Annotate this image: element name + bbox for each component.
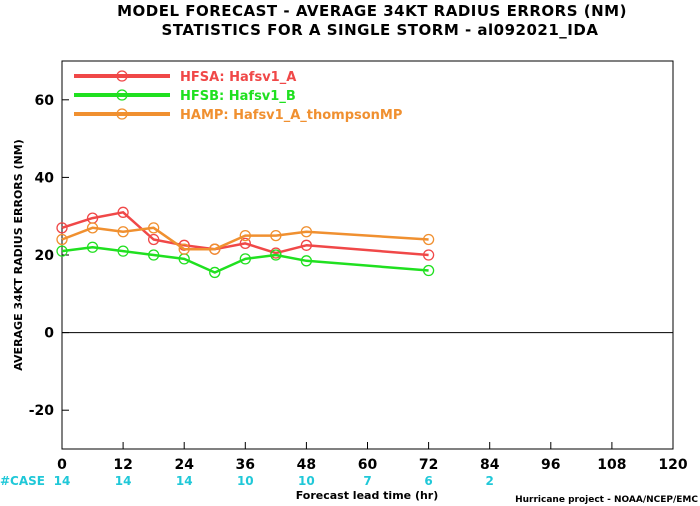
x-tick-label: 120 [658, 457, 687, 473]
y-axis-label: AVERAGE 34KT RADIUS ERRORS (NM) [12, 139, 25, 370]
x-tick-label: 36 [236, 457, 255, 473]
x-tick-label: 0 [57, 457, 67, 473]
data-point [422, 233, 435, 246]
data-point [300, 255, 313, 267]
data-point [147, 222, 160, 234]
series-line-2 [61, 226, 429, 251]
y-tick-label: 20 [35, 248, 55, 264]
x-tick-label: 84 [480, 457, 500, 473]
x-tick-label: 60 [358, 457, 378, 473]
x-tick-label: 96 [541, 457, 560, 473]
data-point [56, 233, 68, 246]
data-point [422, 249, 435, 261]
case-count: 10 [237, 474, 254, 488]
case-count: 14 [54, 474, 71, 488]
data-point [422, 264, 435, 277]
y-tick-label: 40 [35, 170, 55, 186]
data-point [117, 226, 129, 238]
x-tick-label: 48 [297, 457, 316, 473]
data-point [239, 237, 251, 250]
data-point [300, 239, 313, 251]
legend-label: HFSB: Hafsv1_B [180, 89, 296, 104]
data-point [86, 222, 99, 234]
data-point [239, 253, 251, 265]
data-point [239, 229, 251, 242]
data-point [56, 245, 68, 257]
legend-marker [116, 108, 128, 120]
case-label: #CASE [0, 474, 45, 488]
case-count: 2 [486, 474, 494, 488]
x-axis-label: Forecast lead time (hr) [296, 489, 439, 502]
legend-marker [116, 89, 128, 101]
legend: HFSA: Hafsv1_A HFSB: Hafsv1_B HAMP: Hafsv1… [74, 70, 402, 123]
case-counts: #CASE 14 14 14 10 10 7 6 2 [0, 474, 494, 488]
chart-subtitle: STATISTICS FOR A SINGLE STORM - al092021… [162, 21, 599, 39]
legend-marker [116, 70, 128, 82]
data-point [86, 241, 99, 253]
data-point [117, 245, 129, 257]
x-tick-label: 24 [174, 457, 194, 473]
credit-text: Hurricane project - NOAA/NCEP/EMC [515, 495, 698, 505]
x-tick-label: 72 [419, 457, 438, 473]
case-count: 6 [424, 474, 432, 488]
chart-title: MODEL FORECAST - AVERAGE 34KT RADIUS ERR… [117, 2, 627, 20]
data-point [209, 243, 221, 255]
case-count: 14 [176, 474, 193, 488]
x-tick-label: 108 [597, 457, 626, 473]
data-point [178, 243, 190, 255]
legend-label: HFSA: Hafsv1_A [180, 70, 296, 85]
data-point [147, 233, 160, 246]
series-line-1 [61, 245, 429, 274]
x-tick-label: 12 [113, 457, 132, 473]
legend-label: HAMP: Hafsv1_A_thompsonMP [180, 108, 402, 123]
series-line-0 [61, 211, 429, 257]
data-point [209, 266, 221, 279]
data-point [270, 229, 282, 242]
case-count: 14 [115, 474, 132, 488]
data-point [270, 249, 282, 261]
case-count: 10 [298, 474, 315, 488]
y-tick-label: -20 [29, 403, 55, 419]
y-tick-label: 60 [35, 93, 55, 109]
data-point [56, 222, 68, 234]
data-point [300, 226, 313, 238]
y-tick-label: 0 [44, 326, 54, 342]
case-count: 7 [363, 474, 371, 488]
data-point [117, 206, 129, 218]
data-point [147, 249, 160, 261]
